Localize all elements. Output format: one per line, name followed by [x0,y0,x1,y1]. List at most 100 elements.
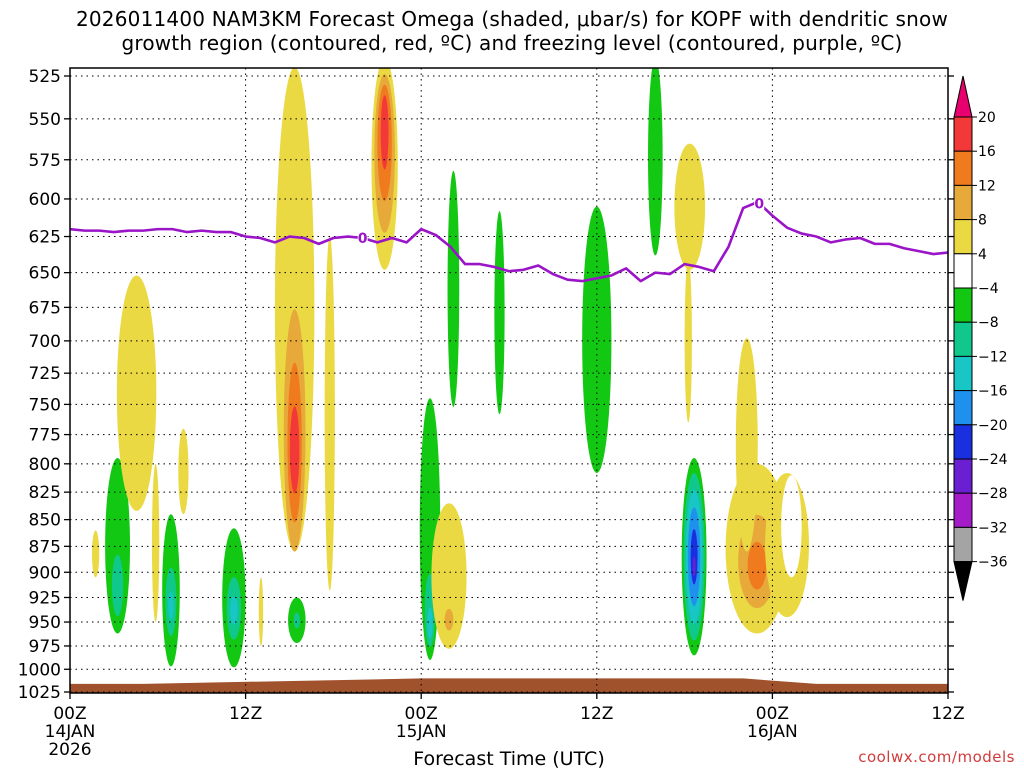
x-tick-label-hr60: 12Z [931,704,964,724]
colorbar-label-10: −24 [978,452,1008,468]
colorbar: 20 16 12 8 4 −4 −8 −12 −16 −20 −24 −28 −32 −36 [953,75,1008,601]
x-tick-year-hr0: 2026 [48,740,91,760]
y-tick-label-650: 650 [29,264,61,284]
colorbar-bin-12 [953,492,973,528]
x-tick-label-hr24: 00Z [405,704,438,724]
omega-neg-hr26 [447,170,460,407]
omega-neg-hr03-band-0 [105,458,130,634]
axes: 525 550 575 600 625 650 675 700 725 750 775 800 825 8… [18,67,965,760]
x-tick-date-hr0: 14JAN [45,722,96,742]
omega-neg-hr43 [681,458,707,656]
omega-pos-hr15-band-3 [289,406,300,494]
colorbar-label-11: −28 [978,486,1008,502]
omega-pos-hr13-band-0 [258,577,264,646]
colorbar-top-arrow [953,75,973,118]
colorbar-label-0: 20 [978,110,996,126]
y-tick-label-525: 525 [29,67,61,87]
y-tick-label-950: 950 [29,613,61,633]
colorbar-bin-5 [953,253,973,289]
y-tick-label-825: 825 [29,483,61,503]
y-tick-label-700: 700 [29,332,61,352]
y-tick-label-600: 600 [29,190,61,210]
omega-pos-hr46b [735,338,758,552]
omega-pos-hr15 [274,68,315,552]
omega-neg-hr07 [162,514,180,667]
omega-pos-hr18-band-0 [324,236,335,591]
omega-pos-hr46-band-2 [747,541,767,590]
y-tick-label-725: 725 [29,364,61,384]
omega-pos-hr06 [151,463,160,623]
omega-neg-hr36-band-0 [582,206,612,473]
omega-pos-hr04-band-0 [116,275,157,511]
y-tick-label-900: 900 [29,563,61,583]
omega-neg-hr43-band-5 [692,556,696,577]
plot-area-background [70,68,948,693]
y-tick-label-925: 925 [29,588,61,608]
colorbar-bin-1 [953,116,973,152]
omega-pos-hr04 [116,275,157,511]
colorbar-label-8: −16 [978,384,1008,400]
omega-pos-hr49-hole-band-0 [781,475,802,578]
omega-pos-hr02-band-0 [91,530,100,578]
chart-title-line-2: growth region (contoured, red, ºC) and f… [121,31,903,55]
omega-pos-hr06-band-0 [151,463,160,623]
colorbar-bin-2 [953,150,973,186]
omega-neg-hr03-band-1 [111,554,124,617]
omega-pos-hr42b-band-0 [684,258,692,423]
freezing-level-label-0: 0 [358,231,368,247]
y-tick-label-800: 800 [29,455,61,475]
omega-neg-hr03 [105,458,130,634]
omega-neg-hr07-band-2 [168,591,174,620]
colorbar-bin-13 [953,526,973,563]
x-tick-date-hr24: 15JAN [396,722,447,742]
omega-pos-hr18 [324,236,335,591]
omega-pos-hr08-band-0 [178,428,189,515]
x-axis-title: Forecast Time (UTC) [413,748,604,768]
y-tick-label-625: 625 [29,228,61,248]
colorbar-label-5: −4 [978,281,999,297]
colorbar-bin-8 [953,355,973,392]
omega-neg-hr24-band-2 [427,607,433,640]
colorbar-label-9: −20 [978,418,1008,434]
colorbar-bin-10 [953,424,973,460]
y-tick-label-750: 750 [29,395,61,415]
chart-title-line-1: 2026011400 NAM3KM Forecast Omega (shaded… [75,7,949,31]
ground-fill [70,678,948,693]
omega-pos-hr42b [684,258,692,423]
omega-neg-hr16 [288,597,306,644]
x-tick-label-hr0: 00Z [53,704,86,724]
y-tick-label-1025: 1025 [18,683,61,703]
y-tick-label-575: 575 [29,151,61,171]
omega-pos-hr46b-band-0 [735,338,758,552]
colorbar-label-6: −8 [978,315,999,331]
colorbar-label-1: 16 [978,144,996,160]
freezing-level-layer: 00 [70,195,948,283]
gridlines [70,68,948,693]
omega-pos-hr25 [431,503,467,649]
colorbar-bin-4 [953,219,973,255]
omega-pos-hr42a [674,143,706,270]
omega-neg-hr36 [582,206,612,473]
colorbar-bottom-arrow [953,561,973,601]
omega-neg-hr40 [648,68,663,256]
omega-neg-hr29 [494,211,505,415]
y-tick-label-550: 550 [29,110,61,130]
freezing-level-label-bg-1 [754,195,765,210]
colorbar-label-2: 12 [978,178,996,194]
omega-shading [91,68,809,668]
y-tick-label-1000: 1000 [18,660,61,680]
colorbar-bin-3 [953,184,973,221]
colorbar-label-7: −12 [978,349,1008,365]
colorbar-bin-11 [953,458,973,494]
omega-neg-hr11-band-2 [230,596,238,625]
omega-neg-hr40-band-0 [648,68,663,256]
x-tick-label-hr12: 12Z [229,704,262,724]
x-tick-label-hr48: 00Z [756,704,789,724]
freezing-level-label-bg-0 [357,230,368,245]
y-tick-label-675: 675 [29,298,61,318]
omega-pos-hr25-band-0 [431,503,467,649]
colorbar-bin-7 [953,321,973,357]
y-tick-label-850: 850 [29,511,61,531]
x-tick-date-hr48: 16JAN [747,722,798,742]
